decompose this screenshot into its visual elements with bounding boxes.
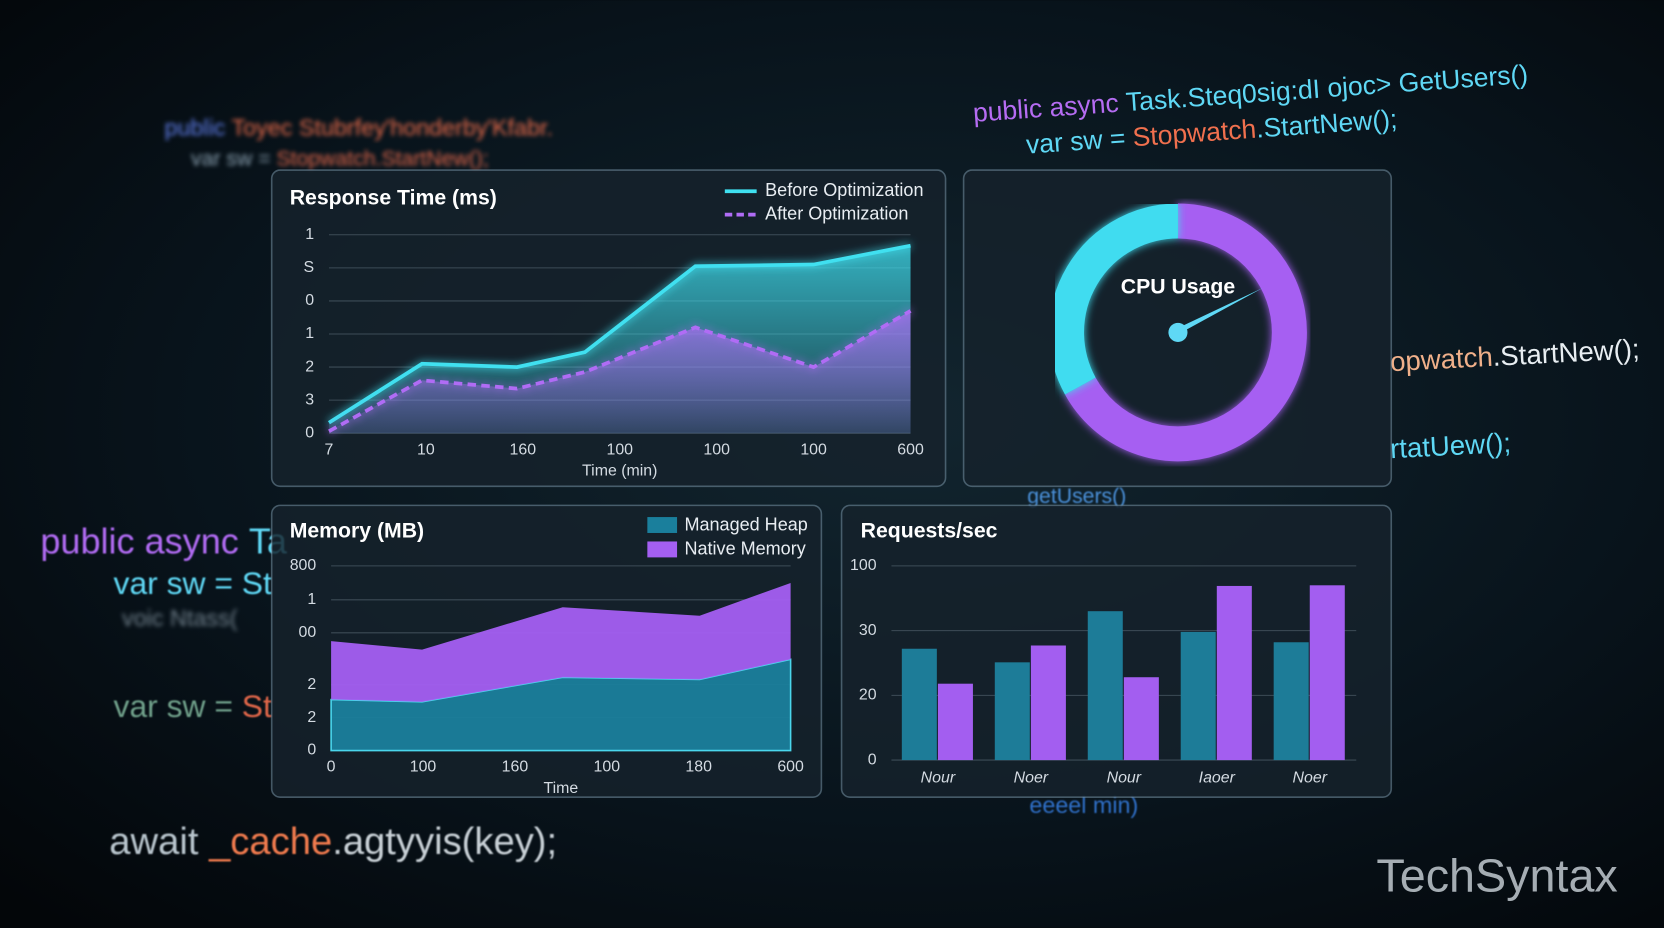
chart: 0 2 2 00 1 800 0 100 160 100 180 600 Time Memory (MB)…	[270, 504, 823, 799]
x-tick-label: 7	[325, 441, 334, 458]
donut-segment	[1049, 203, 1179, 395]
code-token: var sw = St	[114, 565, 272, 601]
y-tick-label: 1	[307, 591, 316, 608]
code-token: rtatUew();	[1389, 427, 1512, 464]
bar	[1087, 611, 1123, 761]
y-tick-label: 0	[868, 751, 877, 768]
y-tick-label: 100	[850, 557, 877, 574]
legend-swatch	[647, 541, 678, 558]
code-token: opwatch	[1389, 341, 1493, 377]
chart-title: Memory (MB)	[290, 520, 424, 543]
x-tick-label: 160	[502, 759, 529, 776]
series-line	[328, 309, 912, 433]
code-line: voic Ntass(	[122, 605, 238, 631]
code-token: _cache	[208, 820, 332, 863]
legend-label: After Optimization	[765, 203, 908, 223]
y-tick-label: 0	[305, 424, 314, 441]
code-token: public async	[40, 520, 249, 561]
watermark: TechSyntax	[1376, 849, 1617, 901]
code-token: var sw =	[1025, 122, 1134, 159]
y-tick-label: 800	[290, 557, 317, 574]
x-axis-label: Time (min)	[582, 463, 657, 480]
donut-segment	[1064, 203, 1307, 462]
code-token: St	[242, 689, 272, 725]
bar	[1030, 645, 1066, 761]
bar	[1123, 677, 1159, 761]
chart-title: Response Time (ms)	[290, 186, 497, 209]
code-line: var sw = St	[114, 565, 272, 601]
y-tick-label: 3	[305, 391, 314, 408]
x-tick-label: Noer	[1014, 769, 1049, 786]
x-tick-label: Iaoer	[1199, 769, 1236, 786]
bar	[1180, 631, 1216, 761]
chart: 0 20 30 100 Requests/sec Nour Noer Nour Iaoer Noe…	[840, 504, 1393, 799]
area-fill	[328, 310, 911, 434]
y-tick-label: 0	[307, 742, 316, 759]
x-tick-label: 100	[606, 441, 633, 458]
bar	[901, 648, 937, 761]
x-tick-label: 100	[594, 759, 621, 776]
code-token: var sw =	[191, 147, 276, 170]
legend-swatch	[647, 517, 678, 533]
code-line: rtatUew();	[1389, 427, 1512, 464]
x-tick-label: 100	[800, 441, 827, 458]
y-tick-label: 1	[305, 325, 314, 342]
code-token: Toyec Stubrfey'honderby'Kfabr.	[225, 115, 553, 141]
code-token: public	[164, 115, 225, 141]
code-line: public async Ta	[40, 520, 288, 561]
chart: CPU Usage	[962, 169, 1393, 488]
series-line	[327, 243, 911, 425]
x-tick-label: 160	[510, 441, 537, 458]
x-tick-label: 0	[327, 759, 336, 776]
y-tick-label: 00	[299, 624, 317, 641]
bar	[994, 662, 1030, 761]
chart-title: CPU Usage	[1121, 275, 1236, 298]
code-token: getUsers()	[1027, 485, 1126, 508]
x-tick-label: 600	[897, 441, 924, 458]
code-token: .agtyyis(key);	[332, 820, 557, 863]
y-tick-label: 0	[305, 292, 314, 309]
y-tick-label: 2	[307, 676, 316, 693]
legend-label: Before Optimization	[765, 180, 923, 200]
stacked-area	[331, 582, 791, 702]
y-tick-label: 2	[305, 358, 314, 375]
x-tick-label: Nour	[921, 769, 956, 786]
x-tick-label: 100	[703, 441, 730, 458]
bar	[1273, 642, 1309, 761]
y-tick-label: 20	[859, 687, 877, 704]
y-tick-label: 2	[307, 709, 316, 726]
legend-label: Native Memory	[684, 539, 805, 559]
code-line: var sw = St	[114, 689, 272, 725]
legend-label: Managed Heap	[684, 514, 807, 534]
code-token: Stopwatch.StartNew();	[277, 147, 489, 170]
bar	[937, 683, 973, 761]
x-axis-label: Time	[543, 780, 578, 797]
x-tick-label: 180	[685, 759, 712, 776]
code-line: public Toyec Stubrfey'honderby'Kfabr.	[164, 115, 552, 141]
x-tick-label: Nour	[1107, 769, 1142, 786]
bar	[1216, 585, 1252, 761]
bar	[1309, 585, 1345, 761]
code-token: .StartNew();	[1492, 333, 1641, 372]
code-line: opwatch.StartNew();	[1389, 333, 1640, 377]
chart-title: Requests/sec	[861, 520, 998, 543]
y-tick-label: S	[304, 259, 315, 276]
x-tick-label: 10	[417, 441, 435, 458]
code-line: await _cache.agtyyis(key);	[109, 820, 557, 863]
code-token: voic Ntass(	[122, 605, 238, 631]
y-tick-label: 1	[305, 226, 314, 243]
x-tick-label: 100	[410, 759, 437, 776]
y-tick-label: 30	[859, 622, 877, 639]
gauge-hub	[1168, 322, 1188, 342]
code-line: var sw = Stopwatch.StartNew();	[191, 147, 489, 170]
code-token: var sw =	[114, 689, 242, 725]
x-tick-label: 600	[777, 759, 804, 776]
x-tick-label: Noer	[1293, 769, 1328, 786]
code-line: getUsers()	[1027, 485, 1126, 508]
code-token: await	[109, 820, 209, 863]
gauge-needle	[1173, 287, 1263, 337]
